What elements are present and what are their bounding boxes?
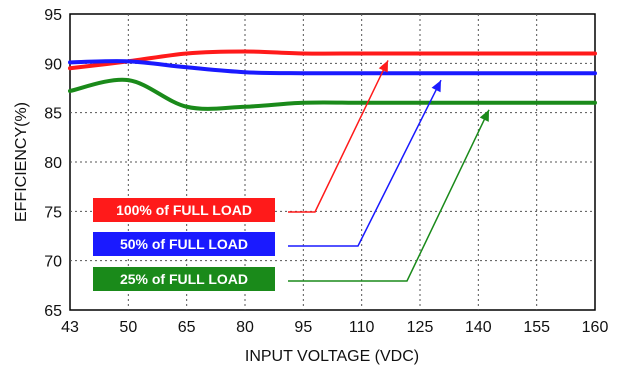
series-lines (68, 49, 597, 111)
y-tick-labels: 65 70 75 80 85 90 95 (44, 7, 62, 320)
y-tick-label: 75 (44, 204, 62, 221)
y-tick-label: 90 (44, 56, 62, 73)
y-tick-label: 65 (44, 303, 62, 320)
legend-pointer-arrowhead (431, 80, 441, 93)
legend: 100% of FULL LOAD 50% of FULL LOAD 25% of … (93, 198, 275, 291)
y-tick-label: 70 (44, 254, 62, 271)
y-tick-label: 85 (44, 106, 62, 123)
x-tick-label: 80 (236, 319, 254, 336)
legend-pointer-arrowhead (378, 60, 388, 73)
legend-swatch (93, 267, 275, 291)
x-tick-label: 160 (582, 319, 609, 336)
series-line-1 (68, 59, 597, 76)
gridlines (70, 14, 595, 310)
series-line-0 (68, 49, 597, 71)
y-axis-title: EFFICIENCY(%) (13, 102, 30, 222)
legend-pointer-arrowhead (479, 109, 489, 122)
x-tick-label: 95 (294, 319, 312, 336)
legend-label: 100% of FULL LOAD (116, 202, 252, 218)
x-axis-title: INPUT VOLTAGE (VDC) (245, 348, 419, 365)
y-tick-label: 95 (44, 7, 62, 24)
x-tick-label: 65 (178, 319, 196, 336)
legend-label: 50% of FULL LOAD (120, 236, 248, 252)
x-tick-labels: 43 50 65 80 95 110 125 140 155 160 (61, 319, 608, 336)
x-tick-label: 125 (407, 319, 434, 336)
series-line-2 (68, 77, 597, 111)
legend-label: 25% of FULL LOAD (120, 271, 248, 287)
legend-pointer-line (288, 79, 442, 247)
legend-pointers (288, 60, 490, 282)
legend-swatch (93, 232, 275, 256)
legend-pointer-line (288, 60, 389, 213)
x-tick-label: 50 (119, 319, 137, 336)
x-tick-label: 43 (61, 319, 79, 336)
y-tick-label: 80 (44, 155, 62, 172)
legend-pointer-line (288, 109, 490, 282)
x-tick-label: 110 (349, 319, 375, 336)
x-tick-label: 155 (523, 319, 550, 336)
legend-swatch (93, 198, 275, 222)
x-tick-label: 140 (465, 319, 492, 336)
